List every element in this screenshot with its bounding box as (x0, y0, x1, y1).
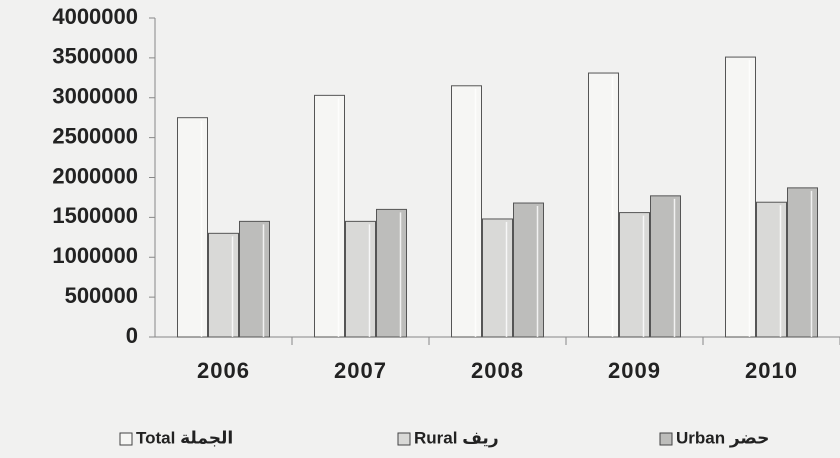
bar (451, 85, 482, 338)
x-tick-label: 2006 (197, 358, 250, 383)
legend-swatch (659, 432, 673, 446)
bar (482, 218, 513, 338)
bar (208, 232, 239, 338)
y-tick-label: 2000000 (52, 163, 138, 188)
legend-swatch (119, 432, 133, 446)
x-tick-label: 2009 (608, 358, 661, 383)
bar (756, 201, 787, 338)
legend-label: Urban حضر (676, 428, 769, 448)
y-tick-label: 1500000 (52, 203, 138, 228)
legend-label: Rural ريف (414, 428, 499, 447)
y-tick-label: 1000000 (52, 243, 138, 268)
y-tick-label: 2500000 (52, 123, 138, 148)
y-tick-label: 3000000 (52, 84, 138, 109)
y-tick-label: 500000 (65, 283, 138, 308)
bar (650, 195, 681, 338)
bar (239, 220, 270, 338)
y-tick-label: 0 (126, 323, 138, 348)
bar (345, 220, 376, 338)
bar (725, 56, 756, 338)
y-tick-label: 3500000 (52, 44, 138, 69)
bar (588, 72, 619, 338)
legend-label: Total الجملة (136, 428, 233, 447)
x-tick-label: 2007 (334, 358, 387, 383)
y-tick-label: 4000000 (52, 4, 138, 29)
bar (376, 208, 407, 338)
bar (314, 94, 345, 338)
bar (513, 202, 544, 338)
legend-swatch (397, 432, 411, 446)
bar (787, 187, 818, 338)
bar (619, 212, 650, 338)
x-tick-label: 2008 (471, 358, 524, 383)
x-tick-label: 2010 (745, 358, 798, 383)
bar (177, 117, 208, 338)
